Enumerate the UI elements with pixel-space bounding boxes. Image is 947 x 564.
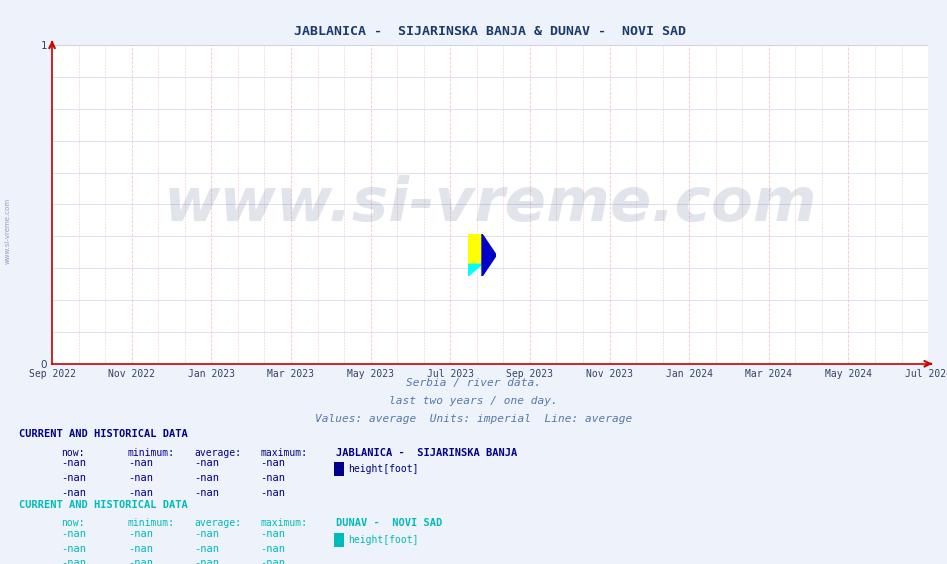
- Text: -nan: -nan: [62, 488, 86, 498]
- Text: DUNAV -  NOVI SAD: DUNAV - NOVI SAD: [336, 518, 442, 528]
- Text: www.si-vreme.com: www.si-vreme.com: [5, 198, 10, 265]
- Text: -nan: -nan: [128, 558, 152, 564]
- Text: -nan: -nan: [260, 473, 285, 483]
- Text: average:: average:: [194, 518, 241, 528]
- Text: now:: now:: [62, 448, 85, 458]
- Text: average:: average:: [194, 448, 241, 458]
- Text: minimum:: minimum:: [128, 448, 175, 458]
- Text: -nan: -nan: [128, 459, 152, 469]
- Text: -nan: -nan: [260, 459, 285, 469]
- Text: -nan: -nan: [62, 558, 86, 564]
- Text: -nan: -nan: [194, 544, 219, 554]
- Text: maximum:: maximum:: [260, 448, 308, 458]
- Text: -nan: -nan: [260, 488, 285, 498]
- Text: height[foot]: height[foot]: [348, 535, 419, 545]
- Text: -nan: -nan: [62, 459, 86, 469]
- Text: -nan: -nan: [194, 488, 219, 498]
- Text: CURRENT AND HISTORICAL DATA: CURRENT AND HISTORICAL DATA: [19, 500, 188, 510]
- Text: www.si-vreme.com: www.si-vreme.com: [163, 175, 817, 234]
- Text: now:: now:: [62, 518, 85, 528]
- Text: -nan: -nan: [62, 473, 86, 483]
- Text: -nan: -nan: [62, 529, 86, 539]
- Text: -nan: -nan: [128, 473, 152, 483]
- Text: height[foot]: height[foot]: [348, 464, 419, 474]
- Text: -nan: -nan: [194, 558, 219, 564]
- Text: last two years / one day.: last two years / one day.: [389, 396, 558, 407]
- Text: -nan: -nan: [194, 473, 219, 483]
- Text: JABLANICA -  SIJARINSKA BANJA: JABLANICA - SIJARINSKA BANJA: [336, 448, 517, 458]
- Text: minimum:: minimum:: [128, 518, 175, 528]
- Text: Values: average  Units: imperial  Line: average: Values: average Units: imperial Line: av…: [314, 415, 633, 425]
- Text: maximum:: maximum:: [260, 518, 308, 528]
- Text: -nan: -nan: [260, 544, 285, 554]
- Text: -nan: -nan: [260, 529, 285, 539]
- Text: -nan: -nan: [260, 558, 285, 564]
- Polygon shape: [482, 234, 496, 276]
- Polygon shape: [468, 265, 482, 276]
- Text: -nan: -nan: [194, 459, 219, 469]
- Title: JABLANICA -  SIJARINSKA BANJA & DUNAV -  NOVI SAD: JABLANICA - SIJARINSKA BANJA & DUNAV - N…: [295, 25, 686, 38]
- Text: -nan: -nan: [128, 529, 152, 539]
- Text: CURRENT AND HISTORICAL DATA: CURRENT AND HISTORICAL DATA: [19, 429, 188, 439]
- Text: -nan: -nan: [62, 544, 86, 554]
- Text: -nan: -nan: [194, 529, 219, 539]
- Text: Serbia / river data.: Serbia / river data.: [406, 378, 541, 389]
- Text: -nan: -nan: [128, 544, 152, 554]
- Text: -nan: -nan: [128, 488, 152, 498]
- Polygon shape: [468, 234, 482, 265]
